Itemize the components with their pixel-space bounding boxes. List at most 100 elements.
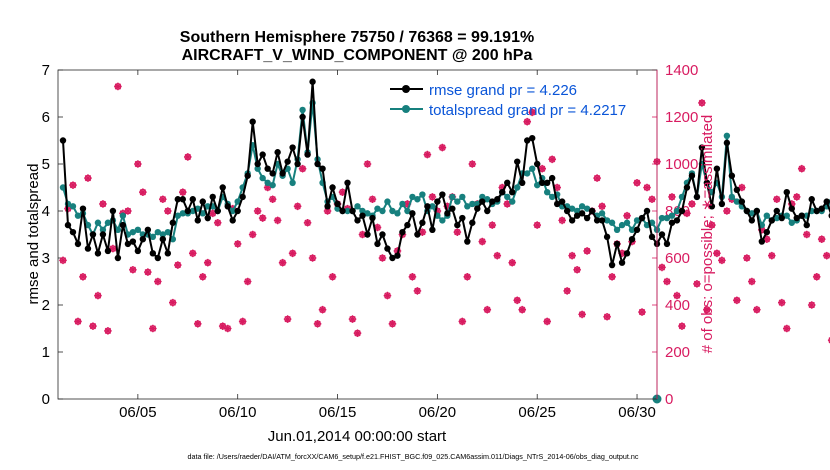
totalspread-point [464, 203, 471, 210]
obs-assimilated-point [558, 216, 566, 225]
left-y-axis-label: rmse and totalspread [25, 164, 42, 305]
obs-assimilated-point [743, 254, 751, 262]
obs-assimilated-point [443, 202, 452, 211]
obs-assimilated-point [74, 317, 82, 326]
rmse-point [174, 196, 181, 203]
rmse-point [104, 247, 112, 255]
obs-assimilated-point [688, 200, 696, 208]
rmse-point [693, 193, 701, 201]
totalspread-point [359, 207, 366, 215]
totalspread-point [229, 207, 236, 215]
rmse-point [329, 184, 336, 191]
rmse-point [184, 207, 191, 215]
obs-assimilated-point [238, 317, 247, 326]
totalspread-point [259, 174, 266, 182]
obs-assimilated-point [523, 117, 532, 126]
rmse-point [583, 214, 591, 222]
rmse-point [254, 160, 261, 168]
rmse-point [194, 217, 201, 224]
legend-spread-marker [402, 105, 410, 113]
totalspread-point [633, 217, 641, 224]
rmse-point [199, 198, 206, 205]
totalspread-point [74, 212, 82, 219]
obs-assimilated-point [218, 322, 227, 330]
rmse-point [788, 205, 795, 212]
totalspread-point [509, 198, 516, 205]
rmse-point [538, 179, 546, 186]
totalspread-point [114, 226, 122, 233]
obs-assimilated-point [738, 183, 746, 192]
rmse-point [479, 198, 486, 205]
rmse-point [169, 219, 177, 226]
totalspread-point [344, 207, 351, 215]
obs-assimilated-point [403, 200, 412, 208]
rmse-point [494, 196, 501, 203]
right-y-tick-label: 1400 [665, 62, 698, 79]
rmse-point [818, 205, 825, 212]
obs-assimilated-point [718, 256, 726, 265]
obs-assimilated-point [553, 183, 561, 192]
totalspread-point [733, 198, 741, 205]
totalspread-point [543, 189, 551, 196]
obs-assimilated-point [608, 273, 616, 281]
rmse-point [793, 214, 800, 222]
totalspread-point [364, 210, 371, 217]
totalspread-point [573, 207, 581, 215]
x-axis-label: Jun.01,2014 00:00:00 start [268, 428, 447, 445]
obs-assimilated-point [708, 221, 716, 229]
obs-assimilated-point [603, 312, 611, 321]
obs-assimilated-point [124, 207, 132, 215]
totalspread-point [484, 196, 491, 203]
totalspread-point [504, 193, 511, 201]
rmse-point [264, 165, 271, 172]
rmse-point [129, 238, 137, 245]
obs-assimilated-point [693, 280, 701, 288]
totalspread-point [613, 226, 621, 233]
rmse-point [384, 245, 391, 252]
rmse-point [119, 221, 127, 229]
rmse-point [573, 212, 581, 219]
rmse-point [783, 189, 790, 196]
rmse-point [499, 189, 506, 196]
totalspread-point [264, 179, 271, 186]
totalspread-point [354, 203, 361, 210]
rmse-point [618, 259, 626, 266]
obs-assimilated-point [453, 228, 462, 236]
totalspread-point [409, 193, 416, 201]
rmse-point [369, 214, 376, 222]
rmse-point [484, 207, 491, 215]
obs-assimilated-point [797, 164, 806, 173]
rmse-point [389, 254, 396, 262]
rmse-point [504, 179, 511, 186]
obs-assimilated-point [573, 265, 581, 274]
rmse-point [514, 158, 521, 165]
rmse-point [179, 196, 186, 203]
totalspread-point [524, 170, 531, 177]
right-y-tick-label: 1200 [665, 109, 698, 126]
obs-assimilated-point [458, 317, 467, 326]
rmse-point [578, 210, 586, 217]
rmse-point [633, 226, 641, 233]
left-y-tick-label: 2 [42, 297, 50, 314]
rmse-point [209, 193, 216, 201]
totalspread-point [459, 193, 466, 201]
obs-assimilated-point [438, 143, 447, 152]
rmse-point [728, 172, 736, 179]
rmse-point [139, 236, 147, 243]
totalspread-point [578, 203, 586, 210]
obs-assimilated-point [149, 324, 157, 333]
obs-assimilated-point [213, 218, 222, 227]
right-y-tick-label: 600 [665, 250, 690, 267]
rmse-point [259, 151, 266, 158]
rmse-point [164, 250, 172, 257]
right-y-tick-label: 0 [665, 391, 673, 408]
totalspread-point [728, 193, 736, 201]
rmse-point [309, 78, 316, 85]
rmse-point [748, 217, 756, 224]
obs-assimilated-point [663, 277, 671, 286]
x-tick-label: 06/05 [119, 404, 157, 421]
obs-assimilated-point [733, 296, 741, 305]
obs-assimilated-point [598, 202, 606, 211]
obs-assimilated-point [763, 235, 771, 243]
rmse-point [723, 139, 731, 147]
